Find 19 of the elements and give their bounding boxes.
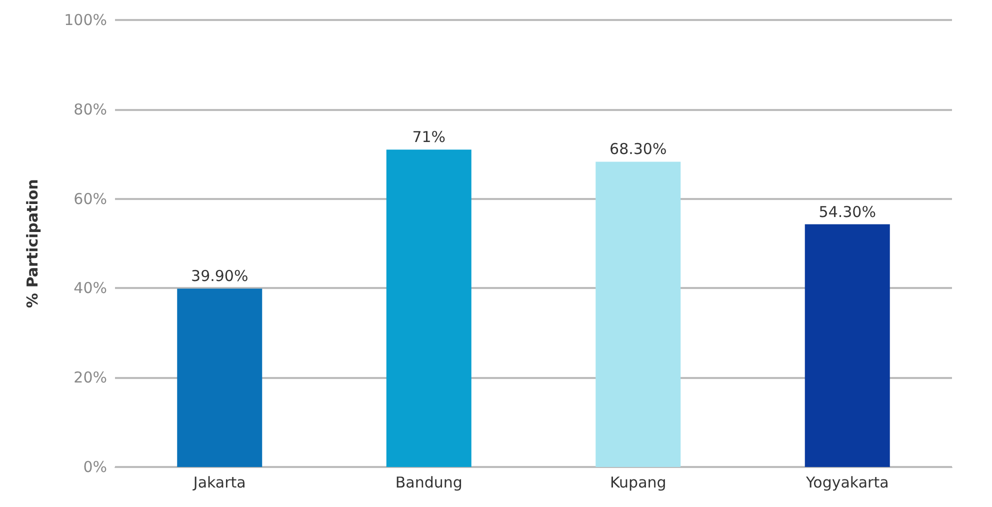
y-tick-label: 20% xyxy=(74,368,107,387)
y-tick-label: 80% xyxy=(74,100,107,118)
y-tick-label: 40% xyxy=(74,279,107,298)
bar xyxy=(177,288,262,467)
x-tick-label: Yogyakarta xyxy=(804,474,889,492)
y-tick-label: 0% xyxy=(83,458,107,476)
data-label: 54.30% xyxy=(818,202,876,221)
y-tick-label: 100% xyxy=(64,11,107,29)
x-tick-label: Jakarta xyxy=(192,474,246,492)
bar xyxy=(804,224,890,467)
y-tick-label: 60% xyxy=(74,190,107,208)
bar xyxy=(596,162,681,467)
x-tick-label: Kupang xyxy=(610,474,666,492)
x-tick-label: Bandung xyxy=(395,474,462,492)
y-axis-title: % Participation xyxy=(24,179,42,308)
data-label: 68.30% xyxy=(610,140,667,158)
data-label: 71% xyxy=(412,128,446,146)
bar xyxy=(386,150,472,467)
data-label: 39.90% xyxy=(191,267,248,286)
